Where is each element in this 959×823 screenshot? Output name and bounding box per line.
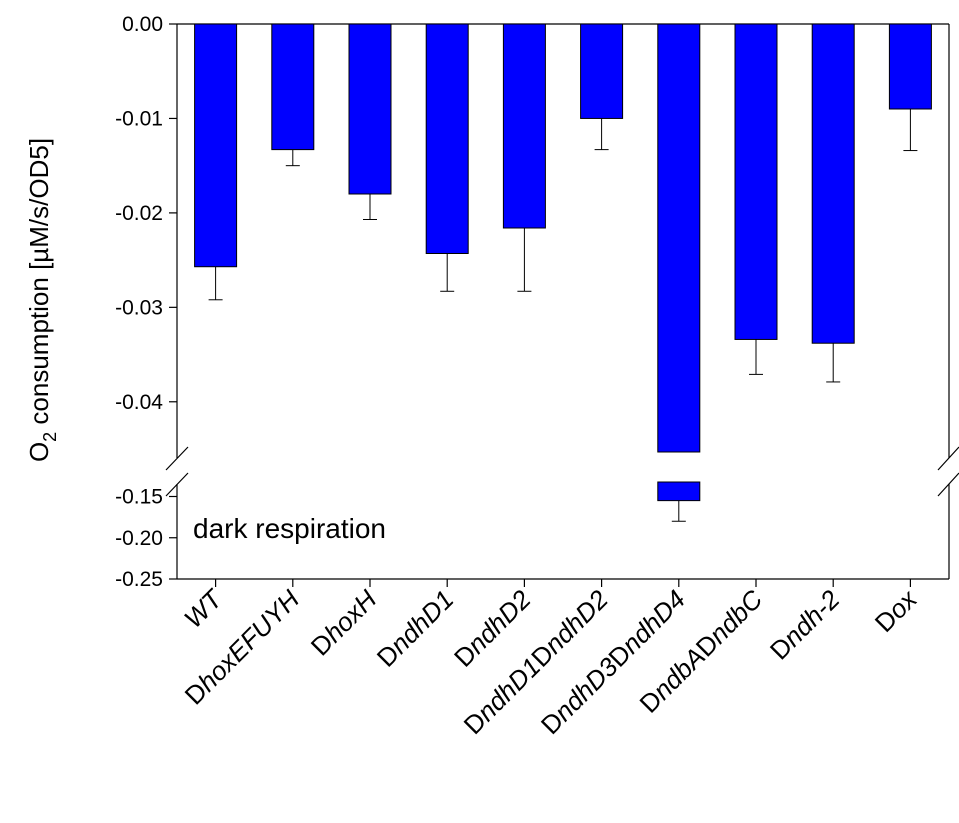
bars-group <box>194 23 932 522</box>
y-axis-label-rest: consumption [µM/s/OD5] <box>24 138 54 432</box>
bar <box>888 23 932 110</box>
y-tick-label: -0.20 <box>115 527 163 550</box>
bar <box>580 23 624 119</box>
y-tick-label: -0.03 <box>115 296 163 319</box>
x-tick-label: DndhD1 <box>371 584 460 673</box>
x-tick-label-name: ndhD1 <box>471 651 546 726</box>
x-tick-label: WT <box>178 583 229 634</box>
x-tick-label-name: ndhD2 <box>461 584 537 660</box>
bar <box>734 23 778 340</box>
y-axis-label: O2 consumption [µM/s/OD5] <box>24 138 60 462</box>
axis-break-mark-right-1 <box>937 446 959 471</box>
x-tick-label: Dox <box>869 583 924 638</box>
axis-break-mark-left-1 <box>165 446 189 471</box>
x-tick-label-name: WT <box>178 583 229 634</box>
bar <box>502 23 546 229</box>
axis-break-mark-right-2 <box>937 472 959 497</box>
x-tick-label-name: ndhD1 <box>384 584 459 659</box>
y-axis-label-subscript: 2 <box>40 432 60 442</box>
bar-upper-part <box>657 23 701 453</box>
y-tick-label: -0.25 <box>115 568 163 591</box>
y-tick-label: -0.02 <box>115 202 163 225</box>
bar <box>348 23 392 195</box>
y-tick-label: -0.04 <box>115 391 163 414</box>
x-tick-label: DhoxH <box>305 584 383 662</box>
bar <box>194 23 238 268</box>
bar <box>425 23 469 254</box>
y-axis: 0.00 -0.01 -0.02 -0.03 -0.04 -0.15 -0.20 -0.25 <box>115 13 177 591</box>
bar <box>811 23 855 344</box>
y-tick-label: 0.00 <box>122 13 163 36</box>
y-tick-label: -0.01 <box>115 107 163 130</box>
y-tick-label: -0.15 <box>115 486 163 509</box>
annotation-dark-respiration: dark respiration <box>193 513 386 544</box>
x-tick-label: Dndh-2 <box>764 584 846 666</box>
bar <box>271 23 315 151</box>
x-tick-label-name: ndhD2 <box>538 584 614 660</box>
bar-lower-part <box>657 481 701 502</box>
axis-break-mark-left-2 <box>165 472 189 497</box>
y-axis-label-main: O <box>24 442 54 462</box>
x-tick-label-name: ndh-2 <box>777 584 846 653</box>
x-tick-label-name: ndhD4 <box>616 584 691 659</box>
